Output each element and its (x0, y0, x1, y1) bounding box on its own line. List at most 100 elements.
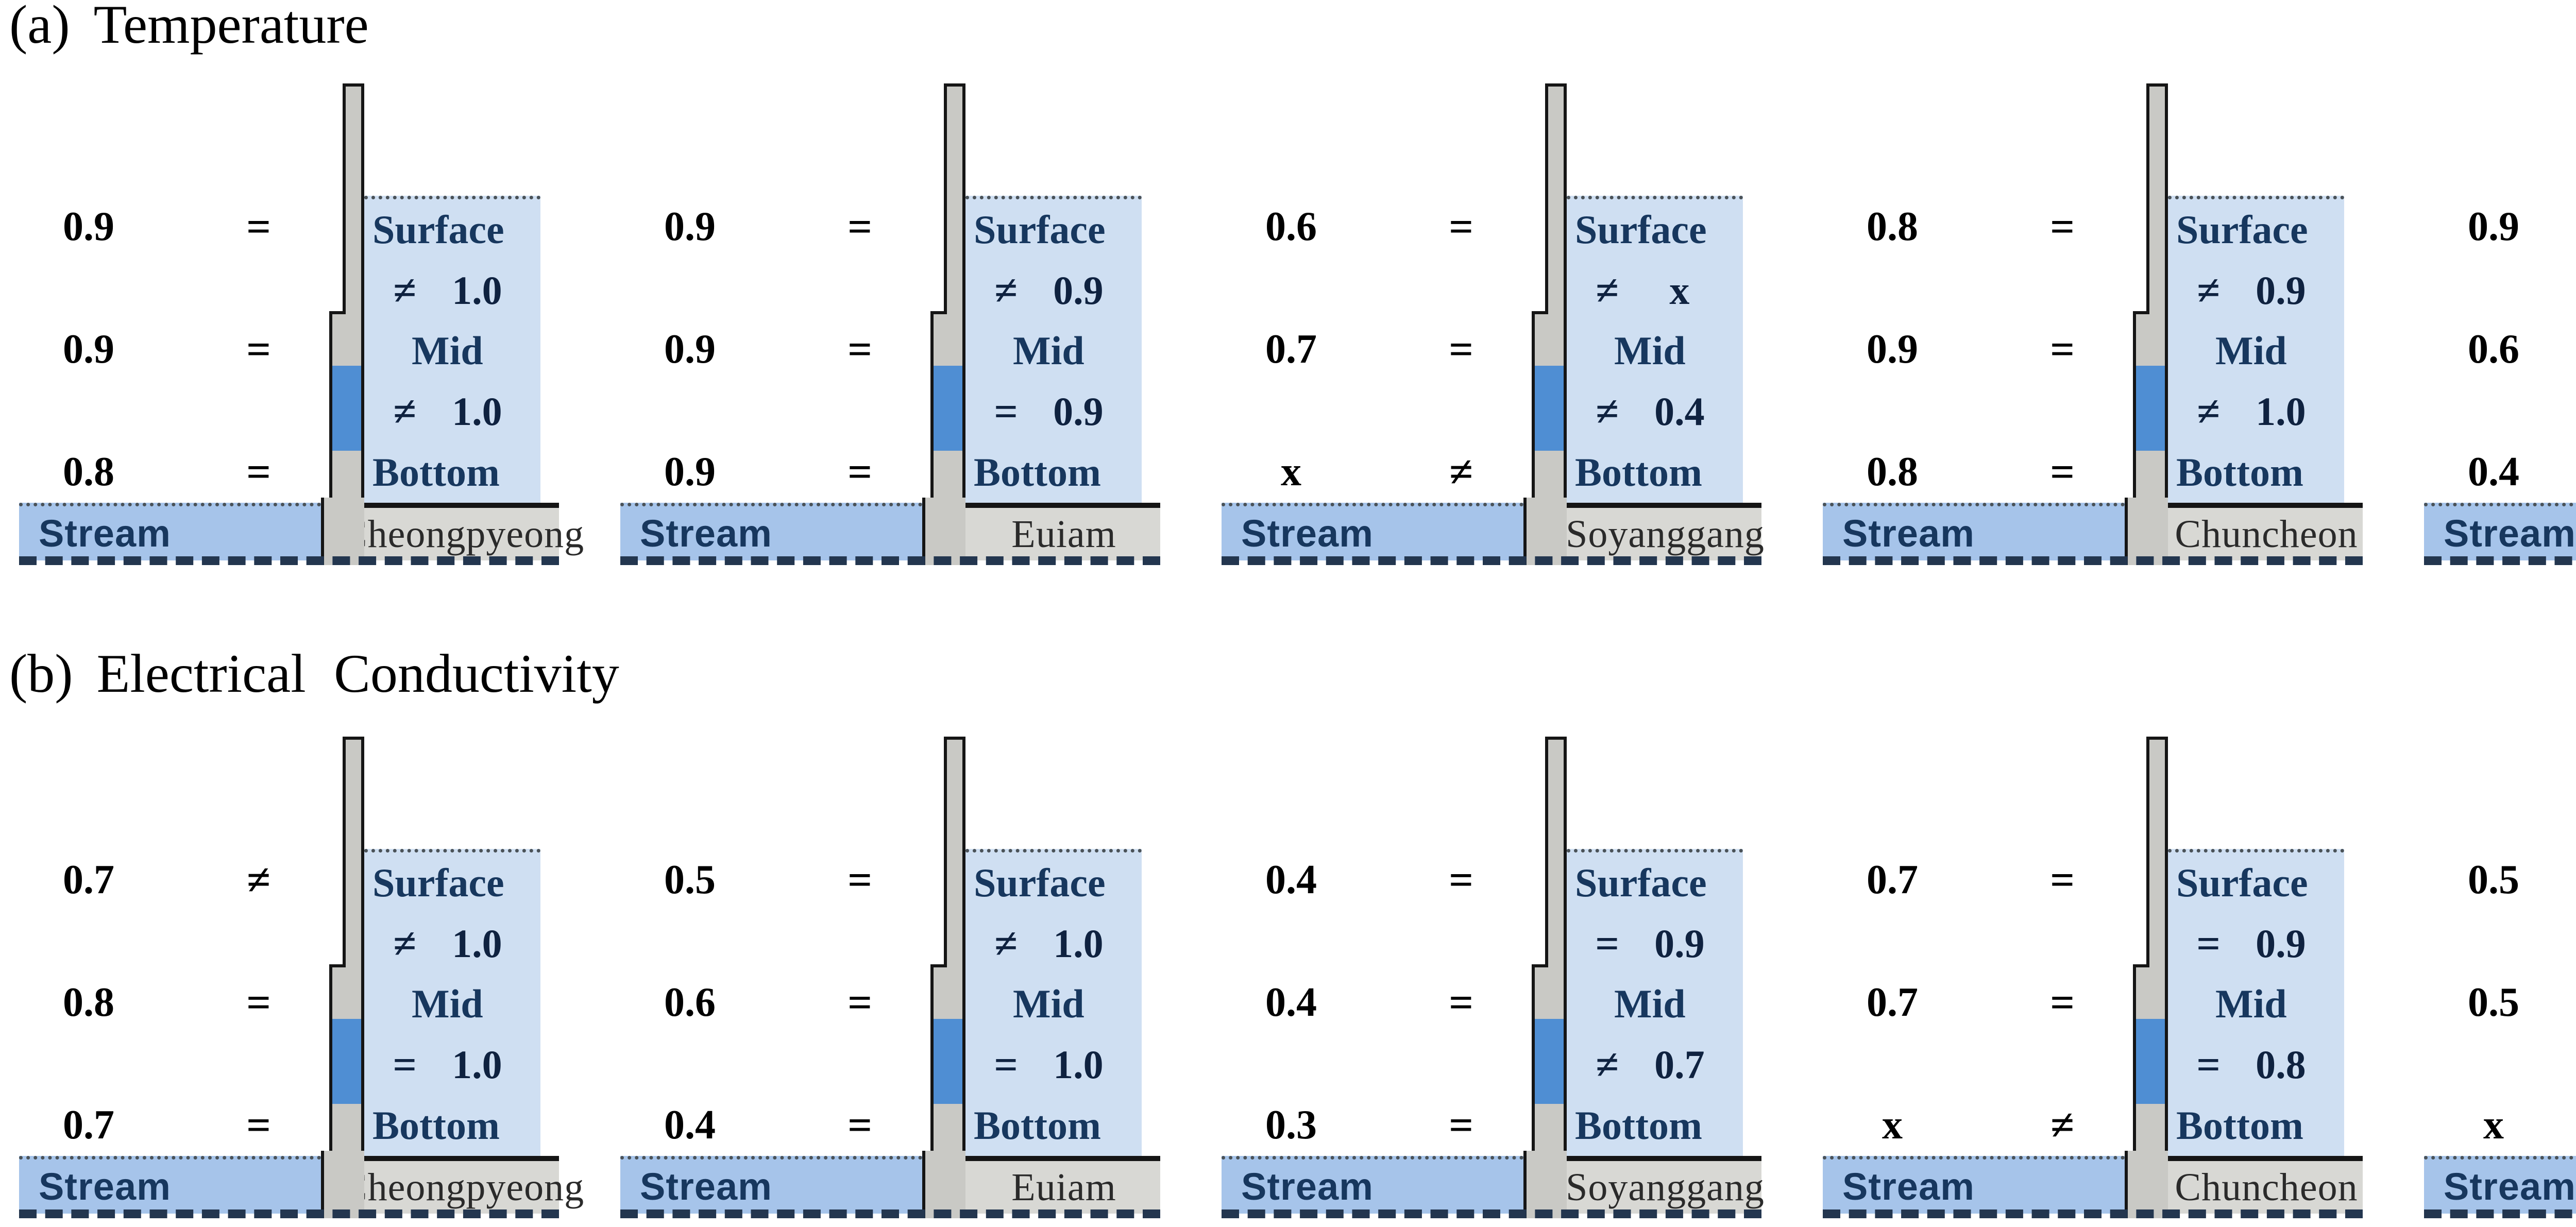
stream-comparison-value: 0.6 (2468, 326, 2519, 372)
layer-comparison-value: 0.9 (1053, 389, 1104, 434)
stream-comparison-operator: = (2050, 978, 2075, 1027)
section-b-title: (b) Electrical Conductivity (9, 645, 619, 702)
stream-comparison-value: 0.4 (2468, 449, 2519, 495)
boundary-dashed-line (1222, 1209, 1761, 1218)
stream-comparison-operator: = (848, 856, 872, 904)
dam-wall-step (1532, 311, 1548, 314)
stream-comparison-value: 0.7 (1867, 979, 1918, 1025)
stream-comparison-row: 0.8 = (1838, 444, 2147, 500)
dam-wall-step (2133, 964, 2149, 967)
layer-comparison-operator: ≠ (994, 919, 1018, 967)
dam-wall-foot (1523, 1151, 1567, 1218)
stream-box: Stream (1222, 1156, 1523, 1214)
stream-comparison-operator: = (246, 1101, 271, 1149)
layer-label: Bottom (372, 450, 500, 495)
reservoir: Surface ≠ 0.9 Mid ≠ 1.0 Bottom (2168, 196, 2344, 503)
layer-label: Surface (1575, 207, 1707, 252)
stream-label: Stream (1241, 1165, 1374, 1208)
stream-comparison-operator: = (1449, 1101, 1473, 1149)
layer-label: Bottom (2176, 450, 2303, 495)
layer-comparison-operator: = (1595, 919, 1620, 967)
stream-comparison-value: 0.5 (2468, 857, 2519, 902)
stream-comparison-operator: = (848, 1101, 872, 1149)
layer-label: Surface (2176, 207, 2308, 252)
stream-comparison-value: 0.9 (63, 203, 114, 249)
dam-panel: 0.9 = 0.9 = 0.8 = Surface ≠ 1.0 (19, 77, 584, 572)
dam-intake-gate (934, 366, 962, 451)
stream-comparison-operator: = (246, 448, 271, 496)
layer-comparison-operator: = (2196, 1041, 2221, 1088)
dam-wall-foot (922, 498, 965, 565)
dam-name: Cheongpyeong (341, 1165, 585, 1209)
layer-comparison-operator: ≠ (2197, 266, 2221, 314)
section-b-title-text: Electrical Conductivity (96, 643, 619, 704)
stream-box: Stream (1222, 503, 1523, 560)
boundary-dashed-line (1222, 556, 1761, 565)
stream-label: Stream (1241, 512, 1374, 555)
dam-wall-crest (1545, 737, 1567, 967)
dam-panel: 0.4 = 0.4 = 0.3 = Surface = 0.9 (1222, 730, 1764, 1225)
layer-comparison-row: ≠ 0.9 (2168, 266, 2344, 315)
layer-comparison-value: 1.0 (452, 921, 502, 966)
stream-comparison-row: 0.9 = (1838, 321, 2147, 378)
stream-comparison-row: 0.9 = (636, 321, 945, 378)
layer-comparison-value: 0.7 (1654, 1042, 1705, 1087)
stream-comparison-row: 0.7 = (1237, 321, 1546, 378)
dam-panel: 0.5 = 0.5 = x = Surface ≠ 0.6 (2424, 730, 2576, 1225)
layer-comparison-value: x (1669, 267, 1690, 313)
layer-comparison-operator: ≠ (393, 266, 417, 314)
stream-label: Stream (39, 512, 171, 555)
layer-comparison-operator: ≠ (393, 919, 417, 967)
dam-intake-gate (2136, 366, 2165, 451)
layer-comparison-row: = 1.0 (364, 1041, 540, 1089)
section-a-label: (a) (9, 0, 70, 55)
stream-comparison-value: 0.4 (664, 1102, 716, 1148)
stream-comparison-value: 0.9 (1867, 326, 1918, 372)
layer-comparison-value: 0.9 (1654, 921, 1705, 966)
stream-comparison-operator: = (246, 978, 271, 1027)
section-b-label: (b) (9, 643, 73, 704)
dam-panel: 0.5 = 0.6 = 0.4 = Surface ≠ 1.0 (620, 730, 1160, 1225)
stream-comparison-row: 0.9 = (35, 198, 344, 255)
stream-comparison-operator: = (2050, 325, 2075, 373)
stream-comparison-value: 0.5 (664, 857, 716, 902)
layer-label: Bottom (372, 1103, 500, 1148)
layer-label: Mid (2215, 981, 2287, 1027)
dam-name: Chuncheon (2175, 1165, 2358, 1209)
stream-comparison-value: 0.3 (1265, 1102, 1317, 1148)
reservoir: Surface ≠ 1.0 Mid = 1.0 Bottom (965, 849, 1142, 1156)
stream-comparison-operator: = (848, 978, 872, 1027)
stream-label: Stream (2444, 1165, 2576, 1208)
stream-comparison-value: 0.6 (664, 979, 716, 1025)
dam-wall-step (930, 964, 947, 967)
stream-comparison-operator: = (246, 202, 271, 251)
stream-comparison-row: x ≠ (1838, 1097, 2147, 1153)
reservoir: Surface ≠ 1.0 Mid ≠ 1.0 Bottom (364, 196, 540, 503)
layer-comparison-row: = 0.9 (1567, 919, 1743, 968)
layer-comparison-operator: = (994, 388, 1019, 435)
layer-comparison-value: 1.0 (452, 389, 502, 434)
stream-label: Stream (640, 1165, 772, 1208)
boundary-dashed-line (620, 556, 1160, 565)
stream-comparison-row: 0.7 = (1838, 974, 2147, 1031)
layer-comparison-value: 1.0 (1053, 1042, 1104, 1087)
reservoir: Surface ≠ 0.9 Mid = 0.9 Bottom (965, 196, 1142, 503)
stream-comparison-row: 0.4 ≠ (2439, 444, 2576, 500)
layer-comparison-row: ≠ 1.0 (364, 919, 540, 968)
stream-comparison-value: 0.7 (1867, 857, 1918, 902)
stream-comparison-row: 0.3 = (1237, 1097, 1546, 1153)
dam-name: Euiam (1011, 1165, 1116, 1209)
dam-wall-foot (321, 498, 364, 565)
stream-comparison-row: x ≠ (1237, 444, 1546, 500)
stream-comparison-value: 0.9 (664, 449, 716, 495)
dam-wall-step (329, 311, 346, 314)
dam-wall-crest (2146, 83, 2168, 314)
layer-comparison-row: = 1.0 (965, 1041, 1142, 1089)
layer-comparison-operator: ≠ (994, 266, 1018, 314)
reservoir: Surface ≠ 1.0 Mid = 1.0 Bottom (364, 849, 540, 1156)
layer-comparison-value: 1.0 (452, 1042, 502, 1087)
stream-comparison-operator: = (1449, 202, 1473, 251)
boundary-dashed-line (2424, 556, 2576, 565)
layer-comparison-value: 1.0 (452, 267, 502, 313)
layer-comparison-operator: = (994, 1041, 1019, 1088)
